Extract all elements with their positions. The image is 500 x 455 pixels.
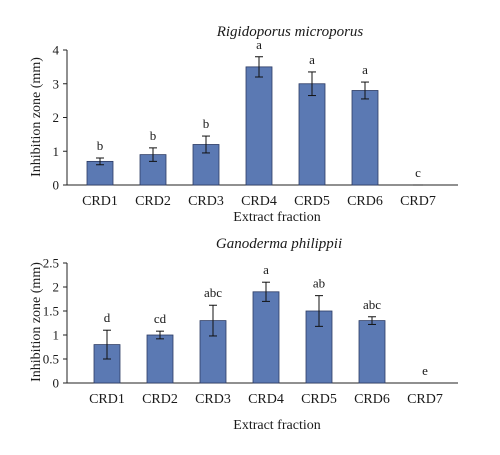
y-tick-label: 0: [53, 178, 60, 193]
chart-ganoderma: Ganoderma philippii Inhibition zone (mm)…: [29, 236, 458, 433]
significance-label: a: [362, 62, 368, 77]
plot-area: 0 1 2 3 4 b CRD1 b CRD2 b CRD3 a CRD4 a CRD5 a CRD6 c CRD7: [53, 37, 458, 209]
chart-rigidoporus: Rigidoporus microporus Inhibition zone (…: [29, 24, 458, 225]
x-axis-title: Extract fraction: [233, 210, 320, 225]
x-tick-label: CRD4: [241, 194, 277, 209]
y-tick-label: 1.5: [43, 304, 59, 319]
significance-label: cd: [154, 311, 167, 326]
x-tick-label: CRD3: [195, 392, 231, 407]
x-tick-label: CRD1: [89, 392, 125, 407]
significance-label: e: [422, 363, 428, 378]
x-tick-label: CRD5: [301, 392, 337, 407]
y-axis-title: Inhibition zone (mm): [29, 57, 44, 177]
significance-label: b: [150, 128, 157, 143]
bar: [139, 154, 167, 186]
x-tick-label: CRD2: [135, 194, 171, 209]
significance-label: ab: [313, 276, 325, 291]
y-tick-label: 2.5: [43, 256, 59, 271]
significance-label: abc: [204, 285, 222, 300]
x-axis-title: Extract fraction: [233, 418, 320, 433]
plot-area: 0 0.5 1 1.5 2 2.5 d CRD1 cd CRD2 abc CRD3 a CRD4 ab CRD…: [43, 256, 458, 407]
significance-label: d: [104, 310, 111, 325]
x-tick-label: CRD6: [347, 194, 383, 209]
bar: [252, 291, 280, 384]
significance-label: a: [256, 37, 262, 52]
x-tick-label: CRD5: [294, 194, 330, 209]
x-tick-label: CRD7: [400, 194, 436, 209]
y-tick-label: 0.5: [43, 352, 59, 367]
x-tick-label: CRD3: [188, 194, 224, 209]
x-tick-label: CRD2: [142, 392, 178, 407]
y-tick-label: 1: [53, 328, 60, 343]
y-axis-title: Inhibition zone (mm): [29, 262, 44, 382]
significance-label: a: [309, 52, 315, 67]
y-tick-label: 2: [53, 280, 60, 295]
chart-title: Rigidoporus microporus: [216, 24, 364, 40]
bar: [358, 320, 386, 384]
x-tick-label: CRD7: [407, 392, 443, 407]
chart-title: Ganoderma philippii: [216, 236, 342, 252]
y-tick-label: 2: [53, 110, 60, 125]
significance-label: abc: [363, 297, 381, 312]
significance-label: b: [203, 116, 210, 131]
y-tick-label: 1: [53, 144, 60, 159]
x-tick-label: CRD1: [82, 194, 118, 209]
x-tick-label: CRD4: [248, 392, 284, 407]
significance-label: c: [415, 165, 421, 180]
bar: [298, 83, 326, 186]
y-tick-label: 3: [53, 76, 60, 91]
bar: [351, 90, 379, 186]
y-tick-label: 4: [53, 43, 60, 58]
significance-label: a: [263, 262, 269, 277]
bar: [245, 66, 273, 186]
x-tick-label: CRD6: [354, 392, 390, 407]
bar: [146, 334, 174, 384]
significance-label: b: [97, 138, 104, 153]
y-tick-label: 0: [53, 376, 60, 391]
